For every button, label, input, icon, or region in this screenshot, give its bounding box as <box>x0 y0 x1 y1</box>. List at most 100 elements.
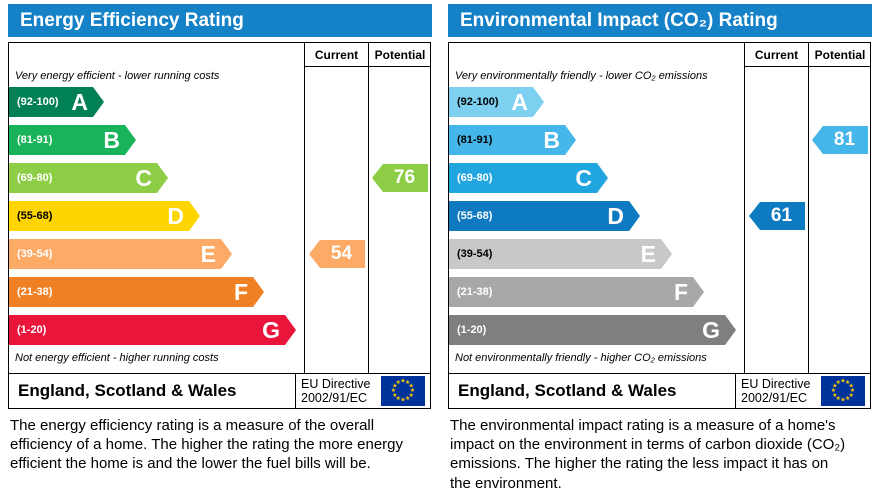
svg-text:★: ★ <box>410 387 415 394</box>
svg-text:★: ★ <box>840 378 845 385</box>
current-rating-arrow: 54 <box>309 240 365 268</box>
band-letter-label: A <box>71 89 88 115</box>
rating-band-e: (39-54) E <box>449 239 672 269</box>
eu-directive-line1: EU Directive <box>741 376 811 391</box>
band-letter-label: A <box>511 89 528 115</box>
current-rating-arrow: 61 <box>749 202 805 230</box>
band-letter-label: G <box>262 317 280 343</box>
band-range-label: (81-91) <box>457 134 493 146</box>
rating-band-c: (69-80) C <box>9 163 168 193</box>
top-note: Very environmentally friendly - lower CO… <box>455 70 708 82</box>
rating-band-g: (1-20) G <box>9 315 296 345</box>
band-range-label: (92-100) <box>457 96 499 108</box>
current-column-header: Current <box>305 43 368 67</box>
eu-flag-icon: ★ ★★★★★★★★★★★ <box>381 376 425 406</box>
chart-footer: England, Scotland & Wales EU Directive 2… <box>448 374 871 409</box>
band-letter-label: E <box>640 241 656 267</box>
band-range-label: (92-100) <box>17 96 59 108</box>
rating-band-c: (69-80) C <box>449 163 608 193</box>
svg-text:★: ★ <box>392 382 397 389</box>
svg-text:★: ★ <box>849 382 854 389</box>
band-range-label: (39-54) <box>457 248 493 260</box>
energy-rating-chart: Current Potential Very energy efficient … <box>8 42 431 374</box>
rating-band-a: (92-100) A <box>9 87 104 117</box>
rating-band-d: (55-68) D <box>449 201 640 231</box>
rating-band-e: (39-54) E <box>9 239 232 269</box>
column-divider <box>304 43 305 373</box>
column-divider <box>744 43 745 373</box>
rating-bands: (92-100) A (81-91) B (69-80) C (55-68) D (39-54)… <box>9 43 430 373</box>
band-letter-label: C <box>575 165 592 191</box>
band-range-label: (69-80) <box>457 172 493 184</box>
svg-text:★: ★ <box>400 397 405 404</box>
svg-text:★: ★ <box>849 392 854 399</box>
column-divider <box>808 43 809 373</box>
bottom-note: Not energy efficient - higher running co… <box>15 352 219 364</box>
energy-rating-description: The energy efficiency rating is a measur… <box>10 417 404 473</box>
svg-text:★: ★ <box>405 395 410 402</box>
eu-directive-line2: 2002/91/EC <box>301 391 368 405</box>
energy-efficiency-panel: Energy Efficiency Rating Current Potenti… <box>8 4 432 474</box>
rating-band-b: (81-91) B <box>9 125 136 155</box>
bottom-note: Not environmentally friendly - higher CO… <box>455 352 707 364</box>
svg-text:★: ★ <box>845 395 850 402</box>
svg-text:★: ★ <box>396 379 401 386</box>
rating-band-a: (92-100) A <box>449 87 544 117</box>
rating-band-g: (1-20) G <box>449 315 736 345</box>
band-range-label: (1-20) <box>457 324 487 336</box>
co2-rating-description: The environmental impact rating is a mea… <box>450 417 846 492</box>
chart-footer: England, Scotland & Wales EU Directive 2… <box>8 374 431 409</box>
band-range-label: (81-91) <box>17 134 53 146</box>
band-range-label: (55-68) <box>17 210 53 222</box>
eu-directive-line1: EU Directive <box>301 376 371 391</box>
environmental-panel-title: Environmental Impact (CO₂) Rating <box>448 4 872 37</box>
rating-band-f: (21-38) F <box>449 277 704 307</box>
band-letter-label: D <box>167 203 184 229</box>
current-column-header: Current <box>745 43 808 67</box>
svg-text:★: ★ <box>832 382 837 389</box>
svg-text:★: ★ <box>405 379 410 386</box>
eu-flag-icon: ★ ★★★★★★★★★★★ <box>821 376 865 406</box>
svg-text:★: ★ <box>409 382 414 389</box>
band-letter-label: G <box>702 317 720 343</box>
band-letter-label: B <box>543 127 560 153</box>
band-letter-label: D <box>607 203 624 229</box>
svg-text:★: ★ <box>396 395 401 402</box>
energy-panel-title: Energy Efficiency Rating <box>8 4 432 37</box>
band-range-label: (21-38) <box>17 286 53 298</box>
svg-text:★: ★ <box>840 397 845 404</box>
band-letter-label: E <box>200 241 216 267</box>
band-range-label: (1-20) <box>17 324 47 336</box>
eu-directive-label: EU Directive 2002/91/EC <box>736 377 821 406</box>
column-divider <box>368 43 369 373</box>
band-range-label: (21-38) <box>457 286 493 298</box>
rating-band-b: (81-91) B <box>449 125 576 155</box>
top-note: Very energy efficient - lower running co… <box>15 70 220 82</box>
svg-text:★: ★ <box>845 379 850 386</box>
rating-bands: (92-100) A (81-91) B (69-80) C (55-68) D (39-54)… <box>449 43 870 373</box>
footer-divider <box>735 374 736 408</box>
svg-text:★: ★ <box>850 387 855 394</box>
svg-text:★: ★ <box>392 392 397 399</box>
band-letter-label: C <box>135 165 152 191</box>
co2-rating-chart: Current Potential Very environmentally f… <box>448 42 871 374</box>
rating-band-f: (21-38) F <box>9 277 264 307</box>
potential-rating-arrow: 81 <box>812 126 868 154</box>
region-label: England, Scotland & Wales <box>458 381 677 400</box>
rating-band-d: (55-68) D <box>9 201 200 231</box>
svg-text:★: ★ <box>832 392 837 399</box>
svg-text:★: ★ <box>400 378 405 385</box>
potential-column-header: Potential <box>369 43 431 67</box>
potential-column-header: Potential <box>809 43 871 67</box>
band-letter-label: B <box>103 127 120 153</box>
eu-directive-line2: 2002/91/EC <box>741 391 808 405</box>
svg-text:★: ★ <box>836 379 841 386</box>
band-range-label: (39-54) <box>17 248 53 260</box>
region-label: England, Scotland & Wales <box>18 381 237 400</box>
svg-text:★: ★ <box>409 392 414 399</box>
band-range-label: (55-68) <box>457 210 493 222</box>
footer-divider <box>295 374 296 408</box>
band-range-label: (69-80) <box>17 172 53 184</box>
band-letter-label: F <box>233 279 248 305</box>
